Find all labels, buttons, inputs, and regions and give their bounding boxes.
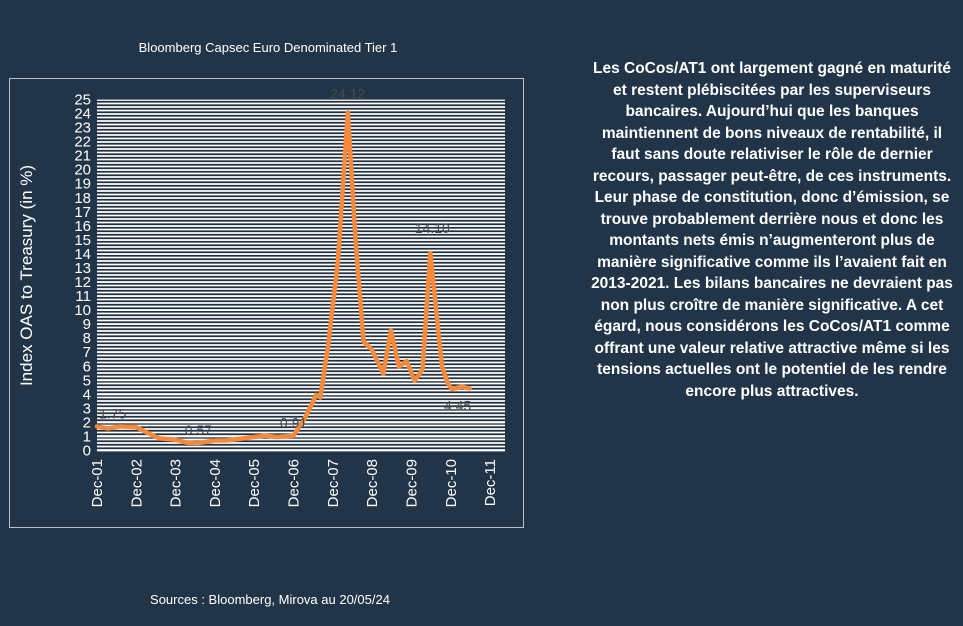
y-tick-label: 15 xyxy=(74,232,91,249)
x-tick-label: Dec-03 xyxy=(168,459,185,507)
y-tick-label: 1 xyxy=(83,428,91,445)
y-axis-title: Index OAS to Treasury (in %) xyxy=(17,165,36,386)
y-tick-label: 18 xyxy=(74,190,91,207)
source-note: Sources : Bloomberg, Mirova au 20/05/24 xyxy=(150,592,390,607)
y-tick-label: 16 xyxy=(74,218,91,235)
chart-title: Bloomberg Capsec Euro Denominated Tier 1 xyxy=(138,40,398,55)
x-tick-label: Dec-01 xyxy=(89,459,106,507)
y-tick-label: 10 xyxy=(74,302,91,319)
data-label: 0.91 xyxy=(280,415,307,431)
y-tick-label: 2 xyxy=(83,414,91,431)
y-tick-label: 6 xyxy=(83,358,91,375)
y-tick-label: 24 xyxy=(74,106,91,123)
data-label: 4.45 xyxy=(444,398,471,414)
y-tick-label: 7 xyxy=(83,344,91,361)
x-tick-label: Dec-02 xyxy=(128,459,145,507)
data-label: 24.12 xyxy=(330,85,365,101)
x-tick-label: Dec-11 xyxy=(482,459,499,506)
data-label: 14.10 xyxy=(415,220,450,236)
y-tick-label: 23 xyxy=(74,120,91,137)
x-tick-label: Dec-04 xyxy=(207,459,224,507)
y-tick-label: 13 xyxy=(74,260,91,277)
y-tick-label: 14 xyxy=(74,246,91,263)
series-line xyxy=(94,110,472,446)
y-tick-label: 22 xyxy=(74,134,91,151)
y-tick-label: 0 xyxy=(83,443,91,460)
oas-line-chart: 0123456789101112131415161718192021222324… xyxy=(17,85,505,507)
data-label: 1.75 xyxy=(99,405,126,421)
data-label: 0.57 xyxy=(185,422,212,438)
y-tick-label: 11 xyxy=(75,288,91,305)
x-tick-label: Dec-07 xyxy=(325,459,342,507)
x-tick-label: Dec-09 xyxy=(403,459,420,507)
y-tick-label: 17 xyxy=(74,204,91,221)
y-tick-label: 4 xyxy=(83,386,91,403)
chart-frame xyxy=(9,78,524,528)
y-tick-label: 5 xyxy=(83,372,91,389)
y-tick-label: 9 xyxy=(83,316,91,333)
y-tick-label: 12 xyxy=(74,274,91,291)
y-tick-label: 19 xyxy=(74,176,91,193)
y-tick-label: 20 xyxy=(74,162,91,179)
y-tick-label: 3 xyxy=(83,400,91,417)
x-tick-label: Dec-10 xyxy=(443,459,460,507)
x-tick-label: Dec-06 xyxy=(286,459,303,507)
x-tick-label: Dec-05 xyxy=(246,459,263,507)
y-tick-label: 25 xyxy=(74,92,91,109)
commentary-text: Les CoCos/AT1 ont largement gagné en mat… xyxy=(591,60,953,400)
y-tick-label: 8 xyxy=(83,330,91,347)
x-tick-label: Dec-08 xyxy=(364,459,381,507)
y-tick-label: 21 xyxy=(74,148,91,165)
